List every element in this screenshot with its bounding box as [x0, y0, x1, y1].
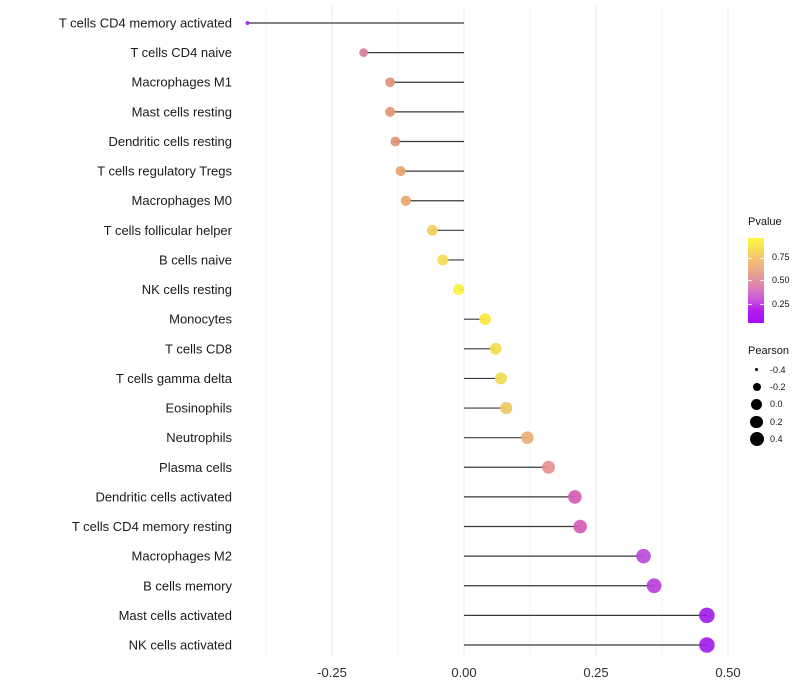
- pvalue-legend-title: Pvalue: [748, 216, 782, 228]
- pearson-size-dot-icon: [754, 368, 759, 372]
- x-tick-label: 0.00: [451, 665, 476, 680]
- lollipop-dot: [489, 342, 502, 355]
- pearson-legend-item: 0.2: [748, 413, 800, 430]
- lollipop-dot: [541, 460, 555, 474]
- pearson-size-dot-icon: [751, 398, 762, 410]
- pearson-size-label: -0.2: [770, 382, 786, 393]
- lollipop-dot: [521, 431, 534, 444]
- category-label: Eosinophils: [166, 401, 233, 416]
- pearson-size-dot-icon: [749, 432, 764, 447]
- lollipop-dot: [390, 136, 401, 147]
- lollipop-dot: [426, 224, 438, 236]
- category-label: Plasma cells: [159, 460, 232, 475]
- category-label: T cells gamma delta: [116, 371, 233, 386]
- pvalue-gradient-tickmark: [760, 257, 764, 259]
- category-label: Dendritic cells activated: [95, 489, 232, 504]
- pearson-size-label: 0.2: [770, 416, 783, 427]
- category-label: NK cells activated: [129, 637, 232, 652]
- pearson-legend-item: 0.0: [748, 396, 800, 413]
- category-label: T cells CD8: [165, 341, 232, 356]
- category-label: Dendritic cells resting: [108, 134, 232, 149]
- x-tick-label: 0.50: [715, 665, 740, 680]
- pearson-size-label: 0.4: [770, 434, 783, 445]
- pearson-legend-item: 0.4: [748, 431, 800, 448]
- lollipop-dot: [646, 578, 662, 594]
- pvalue-gradient-tickmark: [748, 257, 752, 259]
- category-label: NK cells resting: [142, 282, 232, 297]
- pvalue-gradient-tickmark: [748, 304, 752, 306]
- category-label: Monocytes: [169, 312, 232, 327]
- lollipop-dot: [437, 254, 449, 266]
- lollipop-dot: [636, 548, 651, 564]
- x-tick-label: -0.25: [317, 665, 347, 680]
- lollipop-dot: [385, 77, 395, 88]
- category-label: T cells follicular helper: [104, 223, 233, 238]
- lollipop-dot: [359, 48, 369, 58]
- lollipop-dot: [479, 313, 491, 325]
- pearson-size-dot-icon: [750, 415, 763, 429]
- pvalue-tick-label: 0.50: [772, 274, 790, 285]
- pvalue-gradient-tickmark: [760, 280, 764, 282]
- category-label: T cells CD4 naive: [130, 45, 232, 60]
- pearson-dot-cell: [748, 415, 765, 429]
- lollipop-dot: [699, 637, 715, 653]
- category-label: Macrophages M0: [132, 193, 232, 208]
- pearson-size-legend: -0.4 -0.2 0.0 0.2 0.4: [748, 361, 800, 448]
- pearson-dot-cell: [748, 368, 765, 372]
- pearson-dot-cell: [748, 432, 765, 447]
- lollipop-dot: [385, 106, 396, 117]
- pvalue-gradient-tickmark: [748, 280, 752, 282]
- pvalue-gradient-bar: [748, 238, 764, 323]
- category-label: Macrophages M2: [132, 549, 232, 564]
- lollipop-dot: [500, 401, 513, 415]
- pvalue-tick-label: 0.25: [772, 298, 790, 309]
- category-label: Mast cells resting: [132, 104, 232, 119]
- lollipop-dot: [494, 372, 507, 385]
- category-label: T cells CD4 memory activated: [59, 16, 232, 31]
- lollipop-dot: [245, 21, 250, 25]
- lollipop-dot: [453, 283, 465, 296]
- lollipop-dot: [395, 166, 406, 177]
- pearson-legend-title: Pearson: [748, 345, 789, 357]
- lollipop-dot: [568, 490, 582, 504]
- pvalue-tick-label: 0.75: [772, 252, 790, 263]
- category-label: T cells regulatory Tregs: [97, 164, 232, 179]
- pearson-dot-cell: [748, 398, 765, 410]
- pvalue-gradient-tickmark: [760, 304, 764, 306]
- lollipop-dot: [573, 519, 587, 534]
- x-tick-label: 0.25: [583, 665, 608, 680]
- category-label: Mast cells activated: [119, 608, 232, 623]
- pearson-size-label: -0.4: [770, 364, 786, 375]
- pearson-size-dot-icon: [752, 383, 761, 392]
- lollipop-dot: [699, 607, 715, 624]
- category-label: B cells naive: [159, 252, 232, 267]
- pearson-legend-item: -0.2: [748, 378, 800, 395]
- category-label: T cells CD4 memory resting: [72, 519, 232, 534]
- pearson-dot-cell: [748, 383, 765, 392]
- category-label: Neutrophils: [166, 430, 232, 445]
- lollipop-dot: [400, 195, 412, 206]
- category-label: Macrophages M1: [132, 75, 232, 90]
- pearson-size-label: 0.0: [770, 399, 783, 410]
- category-label: B cells memory: [143, 578, 232, 593]
- pearson-legend-item: -0.4: [748, 361, 800, 378]
